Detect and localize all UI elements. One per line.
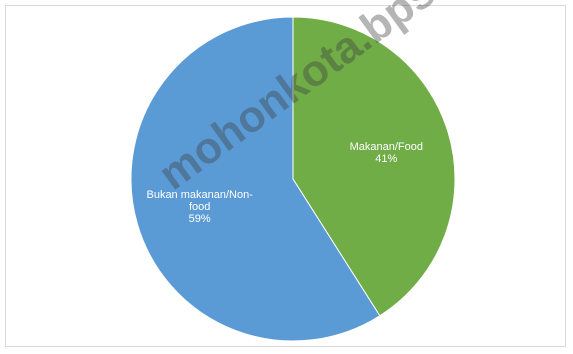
pie-slice-label-line: Makanan/Food [350,141,423,153]
pie-slice-label-line: 41% [375,153,397,165]
pie-slice-label-1: Bukan makanan/Non-food 59% [146,189,253,225]
pie-slice-label-line: Bukan makanan/Non- [146,189,253,201]
pie-slice-0 [292,16,456,317]
pie-slice-label-0: Makanan/Food 41% [350,141,423,165]
pie-slice-label-line: 59% [189,213,211,225]
chart-frame: Makanan/Food 41% Bukan makanan/Non-food 59% [5,5,566,347]
pie-slice-1 [130,16,381,342]
pie-slice-label-line: food [189,201,210,213]
pie-chart: Makanan/Food 41% Bukan makanan/Non-food 59% [130,16,456,342]
